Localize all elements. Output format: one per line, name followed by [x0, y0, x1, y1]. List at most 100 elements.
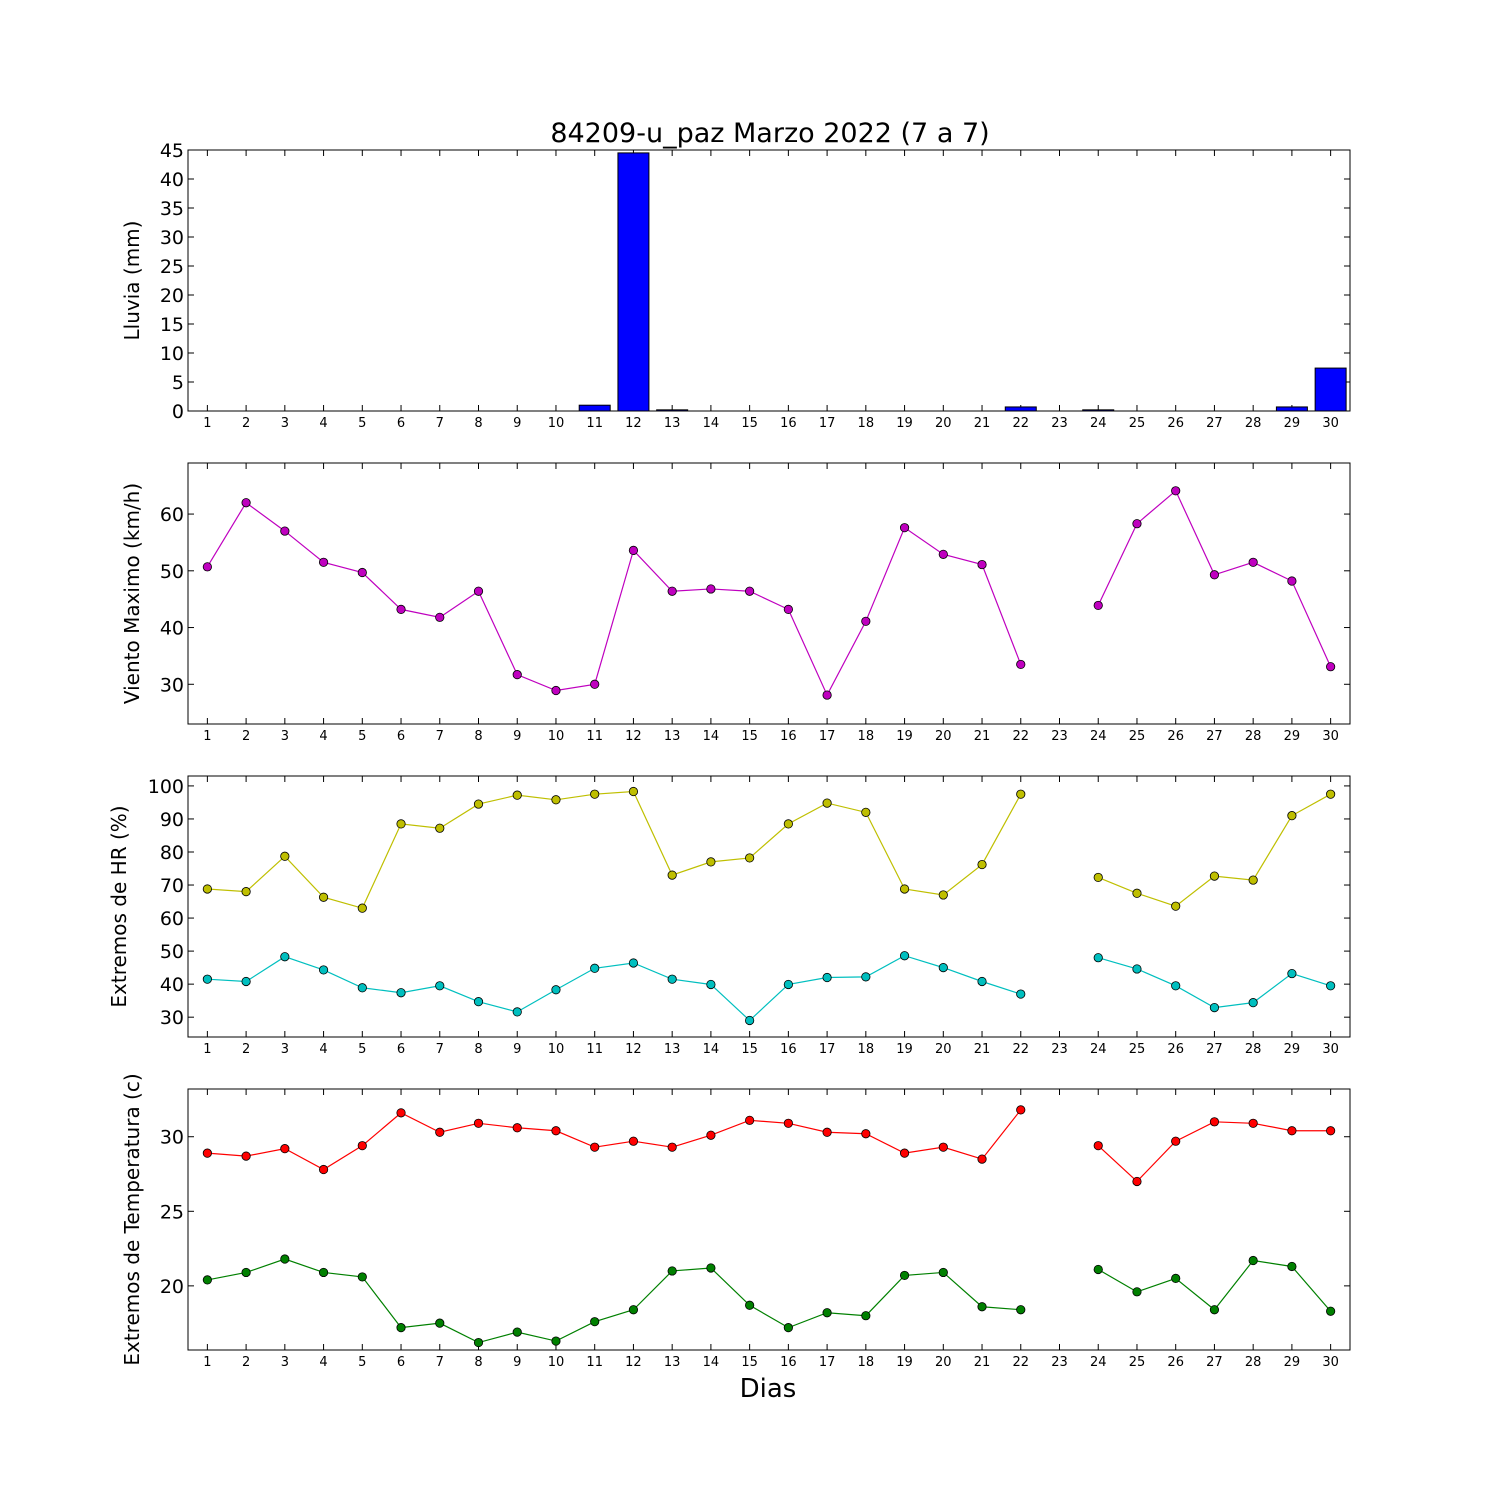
x-tick-label: 10: [548, 416, 565, 431]
y-axis-label: Extremos de Temperatura (c): [120, 1073, 144, 1365]
y-tick-label: 50: [160, 941, 184, 963]
x-tick-label: 2: [242, 1355, 250, 1370]
x-tick-label: 2: [242, 729, 250, 744]
x-tick-label: 28: [1245, 416, 1262, 431]
plot-frame: [187, 775, 1351, 1038]
plot-frame: [187, 1088, 1351, 1351]
data-point: [396, 1108, 406, 1118]
data-point: [1132, 888, 1142, 898]
y-tick-label: 60: [160, 908, 184, 930]
x-tick-label: 15: [741, 1042, 758, 1057]
data-point: [861, 1129, 871, 1139]
x-tick-label: 6: [397, 1355, 405, 1370]
data-point: [667, 1142, 677, 1152]
x-tick-label: 11: [586, 1042, 603, 1057]
data-point: [745, 1115, 755, 1125]
x-tick-label: 20: [935, 1042, 952, 1057]
data-point: [551, 985, 561, 995]
x-tick-label: 28: [1245, 1355, 1262, 1370]
x-tick-label: 1: [203, 1042, 211, 1057]
data-point: [861, 616, 871, 626]
x-tick-label: 10: [548, 729, 565, 744]
x-tick-label: 3: [281, 1355, 289, 1370]
x-tick-label: 23: [1051, 729, 1068, 744]
series-line: [207, 790, 1022, 909]
data-point: [822, 972, 832, 983]
data-point: [590, 679, 600, 689]
y-tick-label: 30: [160, 674, 184, 696]
data-point: [318, 1267, 329, 1278]
data-point: [280, 851, 290, 861]
data-point: [899, 884, 910, 894]
y-tick-label: 40: [160, 974, 184, 996]
data-point: [590, 1317, 600, 1327]
data-point: [977, 1302, 987, 1312]
x-tick-label: 1: [203, 1355, 211, 1370]
y-tick-label: 70: [160, 875, 184, 897]
data-point: [435, 1318, 445, 1328]
x-tick-label: 18: [858, 1355, 875, 1370]
data-point: [783, 1118, 793, 1128]
x-tick-label: 4: [319, 1355, 327, 1370]
y-tick-label: 20: [160, 1276, 184, 1298]
data-point: [977, 976, 987, 987]
data-point: [628, 1136, 639, 1146]
x-tick-label: 22: [1012, 1355, 1029, 1370]
data-point: [1287, 1261, 1297, 1272]
x-tick-label: 5: [358, 416, 366, 431]
data-point: [1016, 789, 1026, 799]
data-point: [706, 1130, 716, 1140]
x-tick-label: 22: [1012, 1042, 1029, 1057]
x-tick-label: 7: [436, 729, 444, 744]
data-point: [1287, 811, 1297, 821]
x-tick-label: 8: [474, 1355, 482, 1370]
data-point: [1171, 1273, 1181, 1284]
data-point: [938, 1267, 948, 1278]
bar: [578, 404, 611, 412]
data-point: [551, 685, 561, 696]
data-point: [745, 1015, 755, 1026]
x-tick-label: 12: [625, 1042, 642, 1057]
data-point: [241, 1267, 251, 1278]
x-tick-label: 17: [819, 729, 836, 744]
data-point: [1016, 1105, 1026, 1115]
x-tick-label: 16: [780, 416, 797, 431]
data-point: [1171, 1136, 1181, 1146]
x-tick-label: 27: [1206, 729, 1223, 744]
x-tick-label: 10: [548, 1042, 565, 1057]
data-point: [1093, 953, 1103, 963]
x-tick-label: 21: [974, 1042, 991, 1057]
data-point: [938, 549, 948, 559]
data-point: [822, 1308, 832, 1318]
series-line: [206, 501, 1022, 697]
x-tick-label: 2: [242, 416, 250, 431]
data-point: [745, 853, 755, 863]
data-point: [628, 545, 639, 555]
x-tick-label: 23: [1051, 416, 1068, 431]
data-point: [1209, 1117, 1220, 1127]
data-point: [899, 1148, 910, 1158]
x-tick-label: 5: [358, 1355, 366, 1370]
data-point: [1132, 964, 1142, 974]
data-point: [241, 1151, 251, 1161]
x-tick-label: 27: [1206, 416, 1223, 431]
y-tick-label: 15: [160, 314, 184, 336]
data-point: [318, 557, 329, 567]
data-point: [938, 1142, 948, 1152]
data-point: [241, 498, 251, 508]
y-axis-label: Viento Maximo (km/h): [120, 483, 144, 704]
data-point: [280, 1144, 290, 1154]
y-tick-label: 60: [160, 504, 184, 526]
x-tick-label: 30: [1322, 1042, 1339, 1057]
data-point: [822, 798, 832, 808]
y-tick-label: 5: [172, 372, 184, 394]
data-point: [357, 567, 367, 578]
y-axis-label: Extremos de HR (%): [107, 805, 131, 1007]
x-tick-label: 25: [1129, 1042, 1146, 1057]
x-tick-label: 13: [664, 1355, 681, 1370]
y-tick-label: 90: [160, 809, 184, 831]
x-tick-label: 11: [586, 416, 603, 431]
x-tick-label: 17: [819, 1042, 836, 1057]
y-tick-label: 40: [160, 618, 184, 640]
data-point: [628, 958, 639, 968]
